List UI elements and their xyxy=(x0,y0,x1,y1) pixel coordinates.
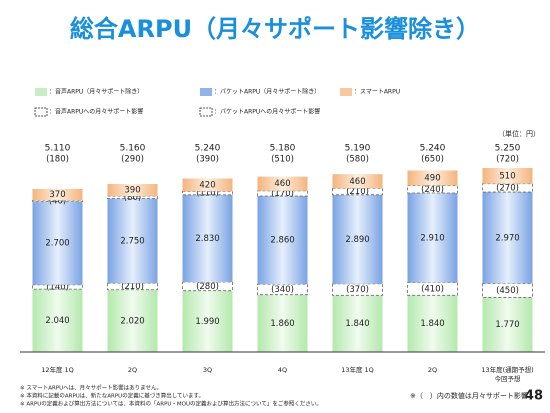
legend-swatch xyxy=(35,88,47,96)
total-label: 5.190 xyxy=(345,144,371,154)
bar-segment xyxy=(107,289,158,352)
bar-segment xyxy=(332,194,383,284)
bar-segment xyxy=(407,192,458,283)
data-label: 1.840 xyxy=(345,319,369,329)
bar-segment xyxy=(107,184,158,197)
total-impact-label: (180) xyxy=(46,155,69,165)
total-impact-label: (720) xyxy=(496,155,519,165)
data-label: 1.770 xyxy=(495,320,519,330)
legend-swatch xyxy=(200,88,212,96)
x-tick-label: 12年度 1Q xyxy=(41,365,74,374)
data-label: 490 xyxy=(424,174,440,184)
x-tick-label: 13年度 1Q xyxy=(341,365,374,374)
note: ※ ARPUの定義および算出方法については、本資料の「ARPU・MOUの定義およ… xyxy=(20,400,322,408)
x-tick-label: 2Q xyxy=(428,366,437,374)
data-label: 1.990 xyxy=(195,317,219,327)
legend-swatch xyxy=(199,107,213,117)
bar-segment xyxy=(32,289,83,352)
data-label: 2.860 xyxy=(270,236,294,246)
data-label: 1.860 xyxy=(270,319,294,329)
legend-label: ：音声ARPU（月々サポート除き） xyxy=(49,88,143,96)
data-label: 370 xyxy=(49,190,65,200)
data-label: (370) xyxy=(346,285,369,295)
data-label: 390 xyxy=(124,186,140,196)
legend-swatch xyxy=(340,88,352,96)
data-label: (340) xyxy=(271,285,294,295)
data-label: (80) xyxy=(124,193,141,203)
bar-segment xyxy=(407,295,458,352)
data-label: (280) xyxy=(196,282,219,292)
note: ※ 本資料に記載のARPUは、新たなARPUの定義に基づき算出しています。 xyxy=(20,392,204,400)
total-label: 5.110 xyxy=(45,144,71,154)
legend-label: ：パケットARPUへの月々サポート影響 xyxy=(214,108,320,116)
x-tick-sublabel: 今回予想 xyxy=(495,374,522,383)
total-impact-label: (390) xyxy=(196,155,219,165)
data-label: 460 xyxy=(349,177,365,187)
data-label: 2.830 xyxy=(195,234,219,244)
data-label: 2.890 xyxy=(345,235,369,245)
bar-segment xyxy=(182,178,233,192)
total-label: 5.180 xyxy=(270,144,296,154)
x-tick-label: 2Q xyxy=(128,366,137,374)
title: 総合ARPU（月々サポート影響除き） xyxy=(70,15,480,43)
bar-segment xyxy=(32,188,83,201)
legend-label: ：スマートARPU xyxy=(354,89,400,96)
x-tick-label: 13年度(通期予想) xyxy=(481,365,533,374)
data-label: 1.840 xyxy=(420,319,444,329)
data-label: (270) xyxy=(496,183,519,193)
bar-segment xyxy=(107,198,158,284)
unit: （単位：円） xyxy=(498,129,540,138)
total-label: 5.240 xyxy=(195,144,221,154)
data-label: (240) xyxy=(421,185,444,195)
bar-segment xyxy=(257,196,308,285)
data-label: (210) xyxy=(121,282,144,292)
note: ※ スマートARPUへは、月々サポート影響はありません。 xyxy=(20,384,162,392)
total-label: 5.160 xyxy=(120,144,146,154)
data-label: 2.020 xyxy=(120,316,144,326)
data-label: 2.700 xyxy=(45,239,69,249)
data-label: 2.970 xyxy=(495,233,519,243)
total-impact-label: (580) xyxy=(346,155,369,165)
legend-label: ：音声ARPUへの月々サポート影響 xyxy=(49,108,143,116)
data-label: (40) xyxy=(49,196,66,206)
bar-segment xyxy=(332,295,383,352)
paren-note: ※（ ）内の数値は月々サポート影響 xyxy=(410,391,528,400)
data-label: 420 xyxy=(199,180,215,190)
data-label: 510 xyxy=(499,171,515,181)
bar-segment xyxy=(32,201,83,285)
bar-segment xyxy=(482,168,533,184)
total-label: 5.240 xyxy=(420,144,446,154)
data-label: 2.750 xyxy=(120,236,144,246)
bar-segment xyxy=(332,174,383,189)
total-impact-label: (650) xyxy=(421,155,444,165)
data-label: (170) xyxy=(271,189,294,199)
impact-box xyxy=(107,195,158,199)
data-label: (210) xyxy=(346,187,369,197)
legend-swatch xyxy=(34,107,48,117)
total-impact-label: (510) xyxy=(271,155,294,165)
bar-segment xyxy=(182,290,233,352)
total-impact-label: (290) xyxy=(121,155,144,165)
data-label: 460 xyxy=(274,179,290,189)
legend-label: ：パケットARPU（月々サポート除き） xyxy=(214,88,320,96)
page-number: 48 xyxy=(525,389,543,404)
bar-segment xyxy=(182,194,233,283)
bar-segment xyxy=(407,170,458,186)
data-label: (110) xyxy=(196,189,219,199)
data-label: (450) xyxy=(496,286,519,296)
x-tick-label: 4Q xyxy=(278,366,287,374)
data-label: (140) xyxy=(46,282,69,292)
bar-segment xyxy=(257,176,308,191)
bar-segment xyxy=(482,192,533,284)
bar-segment xyxy=(482,297,533,352)
data-label: (410) xyxy=(421,284,444,294)
bar-segment xyxy=(257,294,308,352)
x-tick-label: 3Q xyxy=(203,366,212,374)
total-label: 5.250 xyxy=(495,144,521,154)
data-label: 2.910 xyxy=(420,233,444,243)
data-label: 2.040 xyxy=(45,316,69,326)
